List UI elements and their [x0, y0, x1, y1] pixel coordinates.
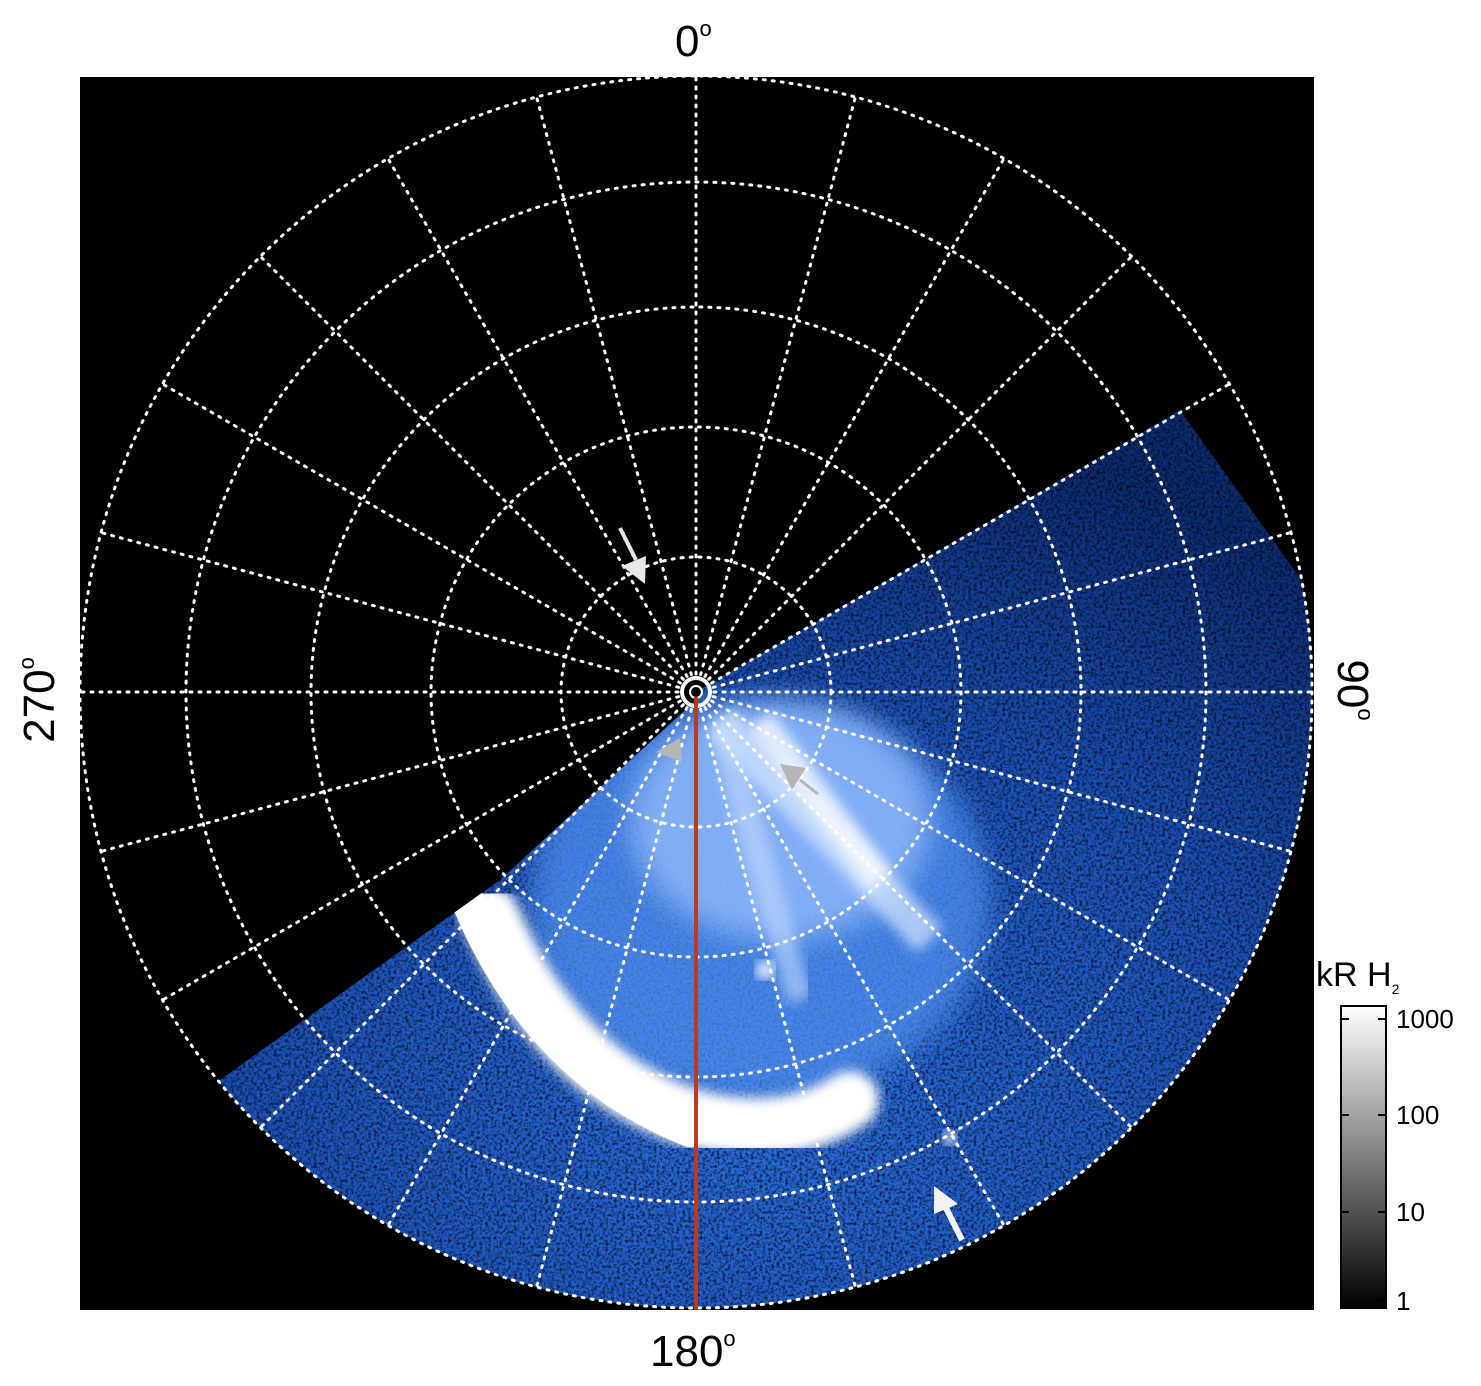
meridian-grid-line	[535, 95, 693, 677]
meridian-grid-line	[258, 254, 685, 681]
axis-label-right: 90o	[1328, 659, 1378, 721]
meridian-grid-line	[710, 699, 1231, 1002]
longitude-grid	[80, 77, 1314, 1310]
meridian-grid-line	[386, 706, 689, 1227]
arrow-center-right	[780, 764, 819, 796]
colorbar-tick-label: 10	[1396, 1197, 1425, 1227]
meridian-grid-line	[99, 531, 681, 689]
meridian-grid-line	[386, 157, 689, 678]
meridian-grid-line	[710, 382, 1231, 685]
meridian-grid-line	[707, 703, 1134, 1130]
axis-label-left: 270o	[14, 657, 64, 743]
meridian-grid-line	[703, 157, 1006, 678]
arrow-near-pole	[656, 738, 682, 762]
meridian-grid-line	[699, 95, 857, 677]
arrow-lower-right	[934, 1186, 965, 1242]
meridian-grid-line	[707, 254, 1134, 681]
colorbar-tick-label: 100	[1396, 1100, 1440, 1130]
meridian-grid-line	[711, 531, 1293, 689]
colorbar	[1340, 1005, 1387, 1309]
meridian-grid-line	[161, 699, 682, 1002]
meridian-grid-line	[161, 382, 682, 685]
meridian-grid-line	[535, 707, 693, 1289]
meridian-grid-line	[699, 707, 857, 1289]
colorbar-tick-label: 1000	[1396, 1004, 1454, 1034]
axis-label-bottom: 180o	[650, 1326, 736, 1376]
colorbar-unit-label: kR H2	[1316, 956, 1400, 997]
arrow-upper-left	[618, 527, 646, 584]
colorbar-tick-label: 1	[1396, 1286, 1411, 1316]
meridian-grid-line	[258, 703, 685, 1130]
meridian-grid-line	[703, 706, 1006, 1227]
axis-label-top: 0o	[675, 16, 712, 66]
meridian-grid-line	[711, 695, 1293, 853]
meridian-grid-line	[99, 695, 681, 853]
